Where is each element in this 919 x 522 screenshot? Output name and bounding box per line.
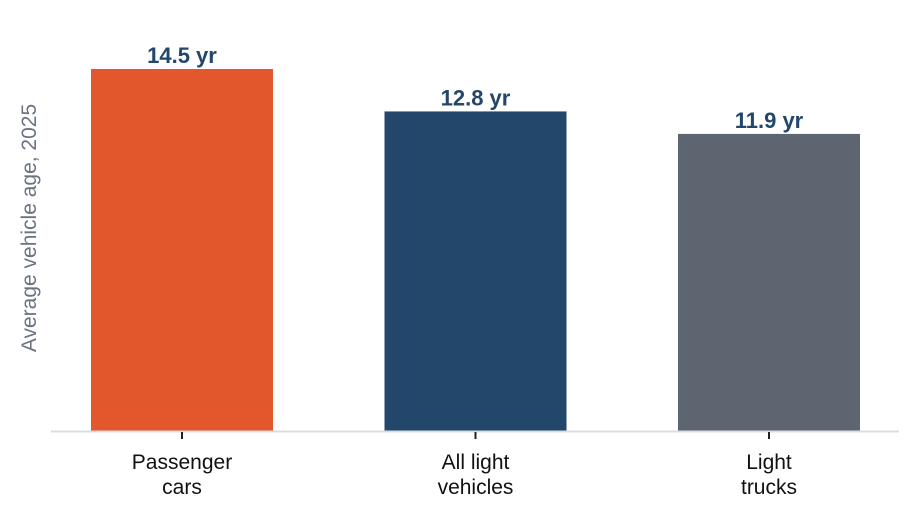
y-axis-label: Average vehicle age, 2025 xyxy=(18,104,41,352)
category-label: Light trucks xyxy=(741,451,797,499)
bar-1 xyxy=(91,69,273,431)
bars-layer xyxy=(91,69,860,431)
bar-value-label: 12.8 yr xyxy=(441,85,511,110)
category-label-line: All light xyxy=(442,451,510,474)
category-label-line: Light xyxy=(746,451,792,474)
bar-value-label: 14.5 yr xyxy=(147,43,217,68)
value-labels-layer: 14.5 yr 12.8 yr 11.9 yr xyxy=(147,43,804,133)
bar-value-label: 11.9 yr xyxy=(735,108,804,133)
category-label: All light vehicles xyxy=(438,451,514,499)
bar-3 xyxy=(678,133,860,431)
bar-2 xyxy=(384,111,567,431)
category-label-line: cars xyxy=(162,476,202,499)
category-label-line: trucks xyxy=(741,476,797,499)
category-label-line: vehicles xyxy=(438,476,514,499)
x-axis-ticks xyxy=(181,432,770,439)
category-label: Passenger cars xyxy=(132,451,232,499)
x-axis-tick-labels: Passenger cars All light vehicles Light truck… xyxy=(132,451,797,499)
category-label-line: Passenger xyxy=(132,451,232,474)
